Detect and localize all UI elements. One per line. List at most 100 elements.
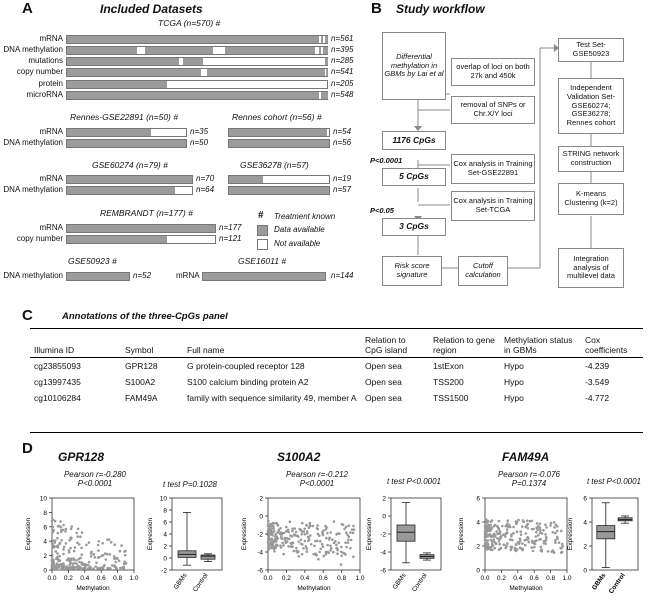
- scatter-point: [274, 533, 277, 536]
- row-label: DNA methylation: [3, 271, 63, 280]
- table-header: Cox coefficients: [581, 333, 643, 358]
- scatter-point: [552, 521, 556, 524]
- scatter-point: [305, 524, 308, 527]
- y-tick-label: 4: [583, 520, 587, 527]
- scatter-point: [491, 535, 495, 538]
- scatter-point: [535, 522, 539, 525]
- row-label: mRNA: [39, 34, 63, 43]
- scatter-point: [108, 553, 112, 556]
- scatter-point: [65, 558, 69, 562]
- scatter-point: [560, 529, 563, 533]
- x-tick-label: 0.2: [282, 575, 291, 582]
- scatter-point: [73, 546, 77, 549]
- y-tick-label: 0: [43, 568, 47, 575]
- workflow-3-cpgs-box: 3 CpGs: [382, 218, 446, 236]
- scatter-point: [96, 556, 100, 559]
- scatter-point: [329, 531, 333, 534]
- scatter-point: [546, 550, 550, 553]
- scatter-point: [55, 562, 59, 566]
- scatter-point: [535, 539, 538, 542]
- tcga-protein-bar: [66, 80, 328, 89]
- scatter-point: [123, 562, 126, 566]
- scatter-point: [332, 550, 335, 554]
- scatter-point: [269, 537, 273, 541]
- scatter-point: [67, 549, 71, 552]
- gse50923-title: GSE50923 #: [68, 256, 117, 266]
- scatter-point: [68, 563, 71, 566]
- y-tick-label: 2: [583, 544, 587, 551]
- y-tick-label: 8: [43, 510, 47, 517]
- workflow-p2: P<0.05: [370, 206, 394, 215]
- scatter-point: [107, 567, 111, 570]
- scatter-point: [266, 519, 270, 523]
- gse36278-mrna-bar: [228, 175, 330, 184]
- scatter-point: [518, 537, 522, 540]
- y-tick-label: 0: [163, 556, 167, 563]
- row-label: microRNA: [26, 90, 63, 99]
- scatter-point: [62, 548, 65, 551]
- scatter-point: [504, 546, 508, 550]
- rennes-cohort-mrna-bar: [228, 128, 330, 137]
- scatter-point: [514, 543, 518, 546]
- scatter-point: [59, 525, 63, 529]
- box-category-label: GBMs: [173, 572, 190, 591]
- scatter-point: [349, 546, 352, 550]
- scatter-point: [540, 549, 543, 552]
- table-cell: Open sea: [365, 393, 402, 403]
- scatter-point: [291, 529, 294, 533]
- scatter-point: [279, 527, 282, 530]
- scatter-point: [527, 540, 530, 544]
- scatter-point: [319, 547, 323, 551]
- table-cell: TSS200: [433, 377, 464, 387]
- scatter-point: [285, 530, 288, 533]
- scatter-point: [300, 552, 304, 556]
- rembrandt-mrna-bar: [66, 224, 216, 233]
- scatter-point: [70, 537, 73, 540]
- table-cell: S100A2: [125, 377, 156, 387]
- row-label: DNA methylation: [3, 138, 63, 147]
- tcga-methylation-bar: [66, 46, 328, 55]
- x-tick-label: 0.2: [64, 575, 73, 582]
- scatter-point: [285, 525, 288, 529]
- scatter-point: [484, 527, 487, 530]
- scatter-point: [56, 557, 60, 561]
- table-header: Full name: [183, 333, 361, 358]
- scatter-point: [483, 534, 487, 538]
- scatter-point: [313, 544, 316, 548]
- scatter-point: [519, 533, 523, 536]
- table-row: cg10106284 FAM49A family with sequence sim…: [30, 390, 643, 406]
- scatter-point: [87, 560, 91, 564]
- scatter-point: [542, 541, 546, 545]
- table-cell: Hypo: [504, 393, 524, 403]
- scatter-point: [57, 559, 60, 563]
- scatter-point: [113, 543, 117, 546]
- scatter-point: [556, 525, 559, 528]
- row-label: mRNA: [39, 223, 63, 232]
- row-label: mRNA: [176, 271, 200, 280]
- rennes-cohort-methylation-bar: [228, 139, 330, 148]
- scatter-point: [123, 553, 127, 557]
- scatter-point: [331, 538, 334, 541]
- box-body: [200, 554, 216, 560]
- scatter-point: [306, 535, 310, 539]
- workflow-string-box: STRING network construction: [558, 146, 624, 172]
- n-label: n=561: [331, 34, 354, 43]
- scatter-point: [69, 546, 72, 550]
- scatter-point: [349, 538, 353, 542]
- workflow-overlap-box: overlap of loci on both 27k and 450k: [451, 58, 535, 86]
- workflow-1176-cpgs-box: 1176 CpGs: [382, 131, 446, 150]
- table-header: Relation to CpG island: [361, 333, 429, 358]
- n-label: n=121: [219, 234, 242, 243]
- scatter-point: [60, 564, 64, 568]
- row-label: protein: [38, 79, 63, 88]
- scatter-point: [109, 540, 113, 544]
- scatter-point: [491, 548, 494, 552]
- x-tick-label: 0.8: [113, 575, 122, 582]
- y-tick-label: 0: [583, 568, 587, 575]
- scatter-point: [538, 522, 542, 526]
- legend-hash: #: [258, 210, 264, 221]
- scatter-point: [308, 524, 312, 527]
- row-label: DNA methylation: [3, 185, 63, 194]
- scatter-point: [85, 563, 88, 567]
- scatter-point: [508, 525, 512, 529]
